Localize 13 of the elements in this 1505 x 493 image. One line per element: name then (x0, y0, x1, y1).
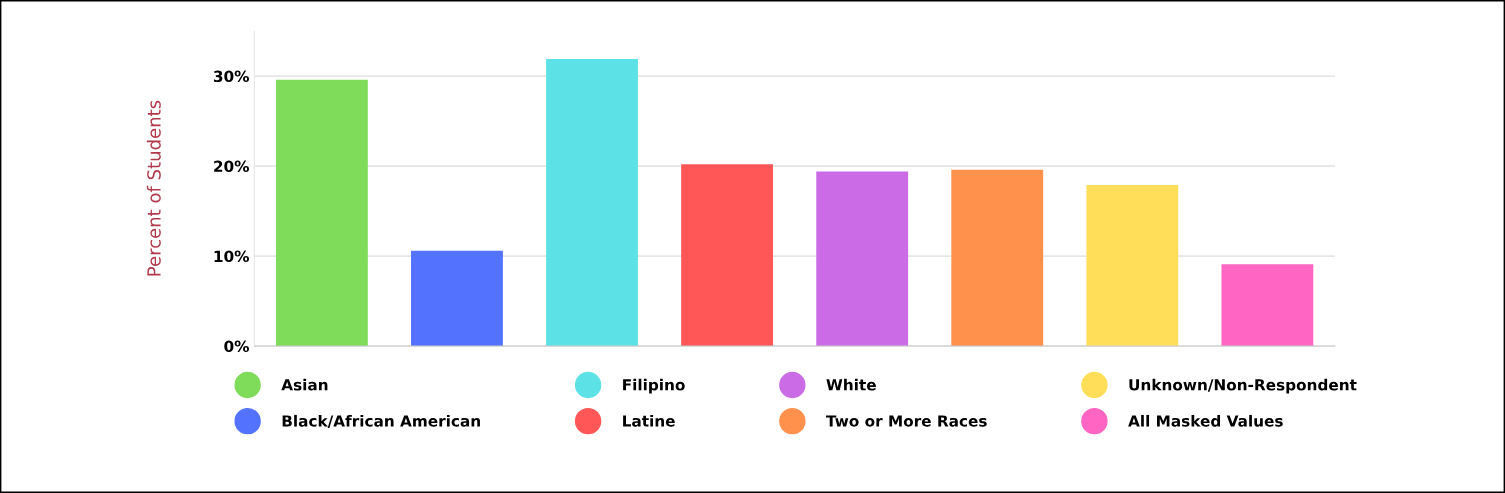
legend-label: Two or More Races (826, 415, 987, 427)
legend-label: Filipino (623, 378, 685, 394)
legend-label: All Masked Values (1128, 414, 1283, 427)
legend-label: Black/African American (282, 414, 480, 428)
legend-label: Asian (281, 378, 328, 391)
y-tick-label: 10% (214, 250, 249, 263)
legend-label: Latine (623, 414, 675, 427)
legend-label: Unknown/Non-Respondent (1129, 378, 1357, 394)
y-tick-label: 30% (213, 70, 249, 83)
legend-label: White (826, 378, 876, 391)
y-axis-title: Percent of Students (146, 100, 161, 276)
y-tick-label: 0% (224, 340, 249, 353)
y-tick-label: 20% (214, 160, 249, 173)
